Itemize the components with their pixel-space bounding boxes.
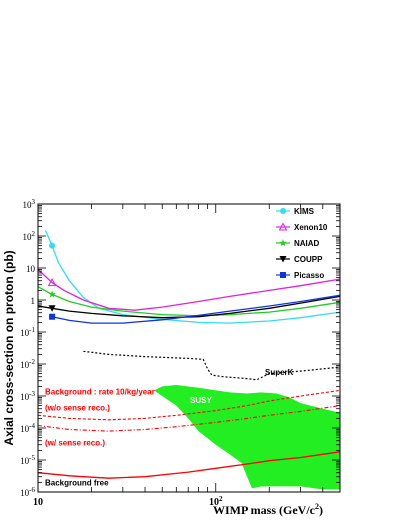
plot-area	[37, 230, 341, 490]
y-tick-label: 10-2	[20, 358, 35, 370]
series-line-kims	[44, 230, 341, 324]
y-tick-label: 10-4	[20, 422, 35, 434]
x-axis-label: WIMP mass (GeV/c2)	[213, 502, 323, 517]
series-line-picasso	[51, 294, 341, 324]
y-tick-label: 10-3	[20, 390, 35, 402]
legend-marker-coupp	[279, 256, 287, 263]
legend-label-kims: KIMS	[294, 207, 315, 216]
legend-marker-picasso	[280, 272, 286, 278]
annotations: SuperK SUSY Background : rate 10/kg/year (w…	[45, 368, 294, 487]
legend-marker-naiad	[279, 239, 287, 247]
series-marker-kims	[49, 242, 56, 249]
wo-sense-reco-label: (w/o sense reco.)	[45, 404, 110, 413]
series-line-xenon10	[37, 269, 341, 311]
y-tick-label: 103	[23, 198, 36, 210]
background-free-label: Background free	[45, 478, 109, 487]
y-tick-label: 102	[23, 230, 36, 242]
y-axis-label: Axial cross-section on proton (pb)	[2, 250, 16, 445]
y-tick-label: 10	[26, 264, 36, 274]
w-sense-reco-line	[37, 405, 341, 432]
background-rate-label: Background : rate 10/kg/year	[45, 388, 155, 397]
x-tick-label: 102	[209, 495, 223, 508]
plot-frame	[37, 203, 341, 493]
legend-marker-kims	[280, 208, 286, 214]
legend-label-xenon10: Xenon10	[294, 223, 328, 232]
series-marker-xenon10	[47, 278, 57, 287]
axis-ticks	[37, 203, 341, 493]
x-tick-label: 10	[33, 497, 43, 508]
y-tick-label: 10-5	[20, 454, 35, 466]
legend-label-naiad: NAIAD	[294, 239, 320, 248]
legend-label-picasso: Picasso	[294, 271, 324, 280]
series-marker-picasso	[49, 313, 56, 320]
y-tick-label: 10-1	[20, 326, 35, 338]
series-marker-naiad	[48, 290, 56, 298]
y-tick-label: 1	[31, 296, 36, 306]
series-line-naiad	[37, 286, 341, 317]
y-tick-label: 10-6	[20, 486, 35, 498]
susy-region	[154, 385, 340, 490]
series-marker-coupp	[48, 305, 56, 312]
series-line-coupp	[37, 295, 341, 319]
legend-marker-xenon10	[278, 222, 288, 231]
w-sense-reco-label: (w/ sense reco.)	[45, 439, 105, 448]
superk-label: SuperK	[265, 368, 294, 377]
susy-label: SUSY	[190, 396, 212, 405]
background-rate-line	[37, 389, 341, 421]
superk-line	[83, 350, 341, 381]
legend-label-coupp: COUPP	[294, 255, 323, 264]
legend: KIMS Xenon10 NAIAD COUPP Picasso	[276, 207, 328, 280]
x-tick-labels: 10 102	[33, 495, 223, 508]
background-free-line	[37, 451, 341, 479]
